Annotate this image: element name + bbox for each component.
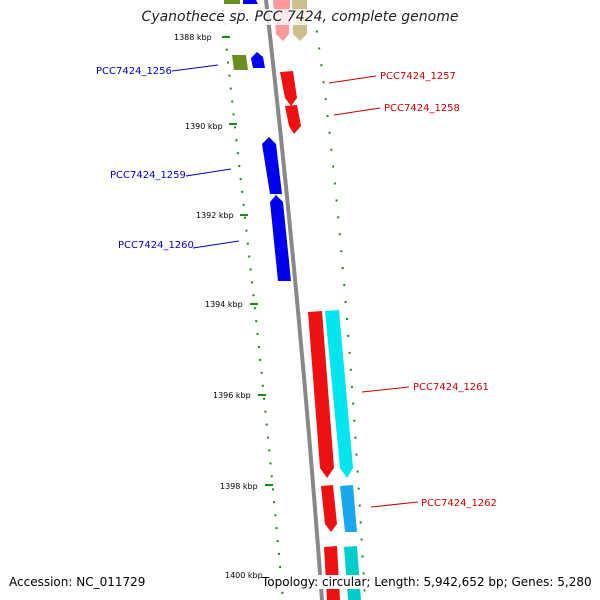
gene-1259-arrow[interactable] [262,137,282,194]
accession-text: Accession: NC_011729 [9,575,146,589]
gene-1262-red[interactable] [321,485,337,532]
gene-1258-arrow[interactable] [285,105,301,134]
label-line-1258 [333,107,381,116]
gene-1256-arrow[interactable] [251,52,265,68]
gene-label-1256[interactable]: PCC7424_1256 [96,66,172,77]
tick-label-1400: 1400 kbp [225,571,263,580]
label-line-1260 [192,240,240,249]
gene-label-1260[interactable]: PCC7424_1260 [118,240,194,251]
tick-label-1398: 1398 kbp [220,482,258,491]
partial-gene-olive-top[interactable] [224,0,240,4]
label-line-1256 [171,64,219,72]
label-line-1259 [185,168,232,177]
gene-1256-olive[interactable] [232,55,248,70]
label-line-1257 [328,75,377,84]
gene-1262-blue[interactable] [340,485,357,532]
tick-label-1388: 1388 kbp [174,33,212,42]
tick-label-1392: 1392 kbp [196,211,234,220]
label-line-1261 [361,386,410,393]
tick-label-1390: 1390 kbp [185,122,223,131]
genome-title: Cyanothece sp. PCC 7424, complete genome [0,9,600,25]
gene-label-1259[interactable]: PCC7424_1259 [110,170,186,181]
tick-label-1394: 1394 kbp [205,300,243,309]
partial-gene-blue-top[interactable] [243,0,258,4]
gc-content-right [311,0,366,600]
gene-label-1257[interactable]: PCC7424_1257 [380,71,456,82]
tick-label-1396: 1396 kbp [213,391,251,400]
gene-label-1258[interactable]: PCC7424_1258 [384,103,460,114]
gene-1261-cyan[interactable] [325,310,353,478]
gene-label-1261[interactable]: PCC7424_1261 [413,382,489,393]
gene-bottom-red[interactable] [324,546,340,600]
gene-1257-arrow[interactable] [280,71,297,106]
gene-1260-arrow[interactable] [270,195,291,281]
gene-label-1262[interactable]: PCC7424_1262 [421,498,497,509]
gene-bottom-cyan[interactable] [344,546,361,600]
genome-backbone [264,0,324,600]
gene-1261-red[interactable] [308,311,334,478]
topology-summary: Topology: circular; Length: 5,942,652 bp… [262,575,594,589]
label-line-1262 [370,501,419,508]
